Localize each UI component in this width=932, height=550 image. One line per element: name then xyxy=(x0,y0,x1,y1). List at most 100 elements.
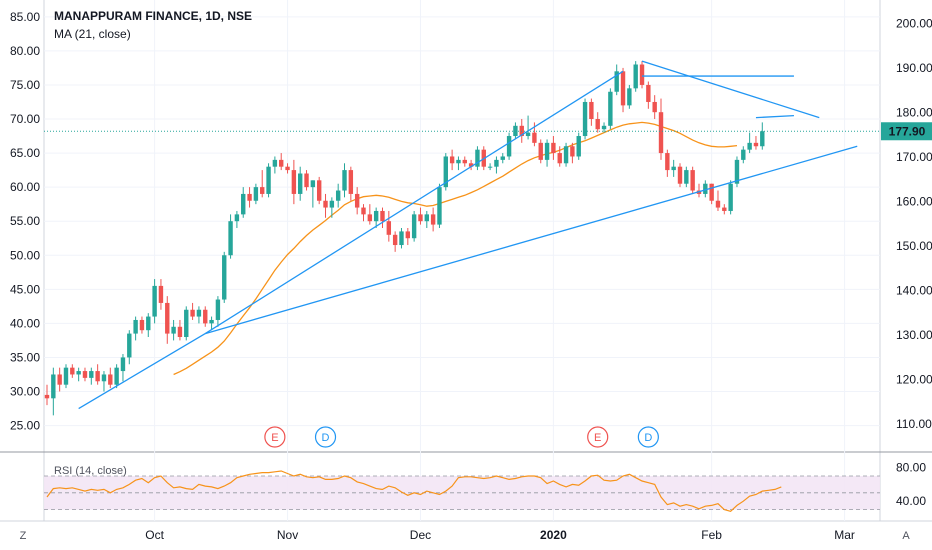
trendline[interactable] xyxy=(755,114,794,119)
candle-body-up[interactable] xyxy=(241,193,246,215)
candle-body-down[interactable] xyxy=(165,302,170,334)
candle-body-down[interactable] xyxy=(646,84,651,102)
candle-body-down[interactable] xyxy=(532,132,537,143)
candle-body-up[interactable] xyxy=(101,374,107,382)
scale-left-toggle-button[interactable]: Z xyxy=(20,530,27,542)
candle-body-up[interactable] xyxy=(633,64,638,89)
candle-body-up[interactable] xyxy=(741,149,746,160)
candle-body-down[interactable] xyxy=(386,221,392,235)
candle-body-up[interactable] xyxy=(614,71,619,92)
candle-body-down[interactable] xyxy=(158,285,164,303)
candle-body-down[interactable] xyxy=(95,371,100,382)
candle-body-up[interactable] xyxy=(576,136,581,157)
candle-body-down[interactable] xyxy=(285,166,290,171)
candle-body-up[interactable] xyxy=(51,374,56,399)
candle-body-down[interactable] xyxy=(753,142,759,147)
candle-body-up[interactable] xyxy=(500,156,505,160)
candle-body-down[interactable] xyxy=(57,374,62,385)
candle-body-down[interactable] xyxy=(380,210,385,222)
candle-body-down[interactable] xyxy=(316,180,322,201)
candle-body-up[interactable] xyxy=(152,285,157,317)
candle-body-up[interactable] xyxy=(506,136,512,157)
candle-body-down[interactable] xyxy=(82,371,88,378)
earnings-event-marker[interactable] xyxy=(264,426,286,448)
candle-body-up[interactable] xyxy=(399,231,404,246)
candle-body-up[interactable] xyxy=(120,357,126,372)
candle-body-up[interactable] xyxy=(76,371,81,375)
candle-body-up[interactable] xyxy=(253,187,259,201)
candle-body-up[interactable] xyxy=(114,367,119,385)
candle-body-up[interactable] xyxy=(222,255,227,300)
candle-body-down[interactable] xyxy=(538,142,543,160)
candle-body-down[interactable] xyxy=(677,166,683,184)
candle-body-up[interactable] xyxy=(215,299,221,320)
candle-body-up[interactable] xyxy=(63,367,69,385)
candle-body-down[interactable] xyxy=(570,146,575,157)
candle-body-up[interactable] xyxy=(684,170,689,184)
candle-body-down[interactable] xyxy=(392,234,398,246)
trendline[interactable] xyxy=(205,145,858,335)
candle-body-up[interactable] xyxy=(184,309,189,337)
candle-body-down[interactable] xyxy=(361,207,366,215)
candle-body-up[interactable] xyxy=(608,91,613,126)
candle-body-up[interactable] xyxy=(146,316,151,331)
candle-body-up[interactable] xyxy=(487,166,493,168)
candle-body-down[interactable] xyxy=(291,170,297,194)
candle-body-up[interactable] xyxy=(171,326,176,334)
candle-body-up[interactable] xyxy=(601,125,607,130)
candle-body-up[interactable] xyxy=(329,200,335,208)
candle-body-up[interactable] xyxy=(563,146,569,164)
candle-body-up[interactable] xyxy=(525,132,531,137)
candle-body-up[interactable] xyxy=(234,214,240,222)
candle-body-up[interactable] xyxy=(494,159,499,167)
candle-body-up[interactable] xyxy=(437,187,442,225)
candle-body-up[interactable] xyxy=(582,101,588,137)
candle-body-down[interactable] xyxy=(557,153,562,164)
candle-body-down[interactable] xyxy=(468,163,474,167)
candle-body-up[interactable] xyxy=(133,319,138,334)
candle-body-up[interactable] xyxy=(443,156,448,188)
rsi-line[interactable] xyxy=(46,470,782,512)
trendline[interactable] xyxy=(78,333,206,410)
candle-body-up[interactable] xyxy=(228,221,233,256)
candle-body-down[interactable] xyxy=(665,153,670,171)
candle-body-down[interactable] xyxy=(260,187,265,194)
candle-body-up[interactable] xyxy=(209,319,214,324)
candle-body-down[interactable] xyxy=(348,170,354,194)
candle-body-down[interactable] xyxy=(449,156,455,164)
candle-body-up[interactable] xyxy=(760,131,765,147)
earnings-event-marker[interactable] xyxy=(587,426,609,448)
candle-body-up[interactable] xyxy=(671,166,676,171)
candle-body-down[interactable] xyxy=(551,142,556,154)
moving-average-line[interactable] xyxy=(173,121,738,376)
ma-legend[interactable]: MA (21, close) xyxy=(54,27,131,41)
candle-body-up[interactable] xyxy=(544,142,550,160)
candle-body-down[interactable] xyxy=(722,207,727,211)
candle-body-down[interactable] xyxy=(70,367,75,375)
time-axis[interactable]: Oct Nov Dec 2020 Feb Mar xyxy=(145,528,855,542)
candle-body-up[interactable] xyxy=(272,159,278,167)
candle-body-down[interactable] xyxy=(430,214,436,225)
candle-body-up[interactable] xyxy=(456,159,461,164)
candle-body-down[interactable] xyxy=(652,101,657,113)
auto-scale-button[interactable]: A xyxy=(902,530,910,542)
candle-body-up[interactable] xyxy=(734,159,740,184)
candle-body-up[interactable] xyxy=(266,166,271,194)
candle-body-down[interactable] xyxy=(639,64,645,85)
candle-body-up[interactable] xyxy=(728,183,733,211)
candle-body-up[interactable] xyxy=(127,333,132,358)
candle-body-up[interactable] xyxy=(747,142,752,150)
candle-body-down[interactable] xyxy=(709,183,714,201)
trendline[interactable] xyxy=(641,60,820,119)
candle-body-up[interactable] xyxy=(196,309,202,317)
candle-body-up[interactable] xyxy=(411,214,417,239)
candle-body-up[interactable] xyxy=(703,183,708,194)
candle-body-down[interactable] xyxy=(462,159,467,164)
candle-body-down[interactable] xyxy=(44,394,50,399)
left-price-axis[interactable]: 85.00 80.00 75.00 70.00 65.00 60.00 55.00 50.00… xyxy=(10,10,40,433)
rsi-legend[interactable]: RSI (14, close) xyxy=(54,465,127,477)
candle-body-down[interactable] xyxy=(589,101,594,119)
candle-body-down[interactable] xyxy=(177,326,183,337)
candle-body-down[interactable] xyxy=(595,119,600,130)
candle-body-down[interactable] xyxy=(367,214,373,222)
